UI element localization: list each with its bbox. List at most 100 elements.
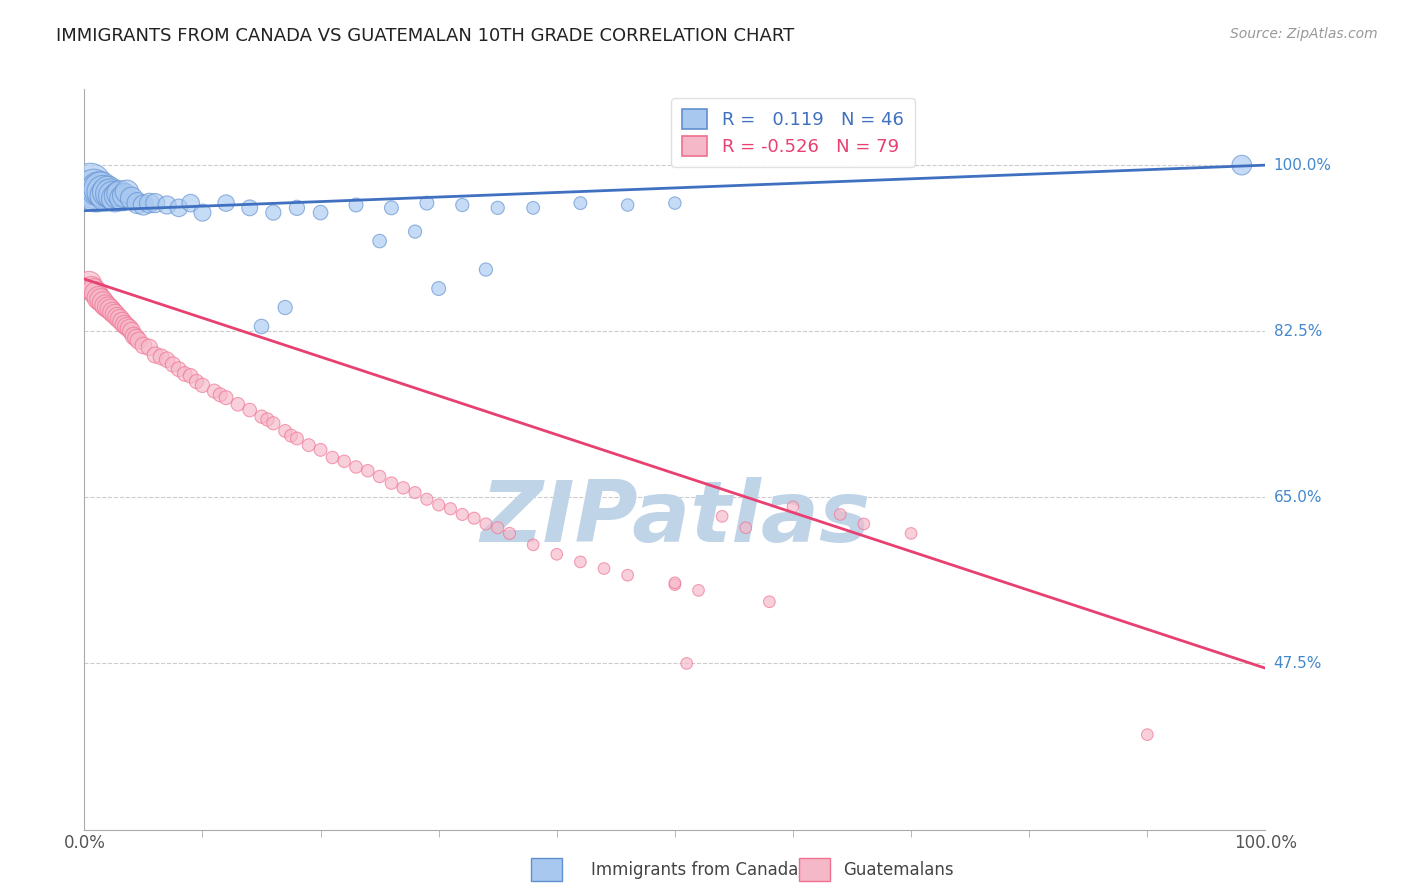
Point [215,196,238,211]
Point [111,315,134,329]
Point [202,384,225,398]
Point [180,368,202,383]
Text: ZIPatlas: ZIPatlas [479,477,870,560]
Point [186,375,208,389]
Point [274,424,297,438]
Point [98,186,121,201]
Point [107,310,129,324]
Point [782,500,804,514]
Text: IMMIGRANTS FROM CANADA VS GUATEMALAN 10TH GRADE CORRELATION CHART: IMMIGRANTS FROM CANADA VS GUATEMALAN 10T… [56,27,794,45]
Point [734,521,756,535]
Point [83,284,105,298]
Point [569,555,592,569]
Text: 82.5%: 82.5% [1274,324,1322,339]
Point [156,352,179,367]
Point [498,526,520,541]
Point [357,464,380,478]
Legend: R =   0.119   N = 46, R = -0.526   N = 79: R = 0.119 N = 46, R = -0.526 N = 79 [671,98,915,167]
Point [150,350,173,364]
Point [1230,158,1253,172]
Point [79,177,101,191]
Point [239,403,262,417]
Point [522,538,544,552]
Point [250,409,273,424]
Point [262,417,284,431]
Point [380,476,402,491]
Point [143,348,166,362]
Point [285,201,308,215]
Point [156,198,179,212]
Point [108,312,131,326]
Point [80,281,103,295]
Point [115,319,138,334]
Point [132,198,155,212]
Point [91,295,114,310]
Point [309,205,332,219]
Point [262,205,284,219]
Point [127,196,149,211]
Point [664,575,686,590]
Point [173,367,195,381]
Point [90,293,112,307]
Point [830,508,852,522]
Point [138,340,160,354]
Point [114,318,136,332]
Point [1136,728,1159,742]
Point [451,198,474,212]
Point [77,277,100,291]
Text: Guatemalans: Guatemalans [844,861,955,879]
Point [87,182,110,196]
Point [84,186,107,201]
Point [101,188,124,202]
Point [344,460,367,475]
Point [280,428,302,442]
Point [138,196,160,211]
Point [380,201,402,215]
Point [209,388,232,402]
Point [274,301,297,315]
Point [121,191,143,205]
Point [111,191,134,205]
Point [475,262,498,277]
Point [333,454,356,468]
Point [664,196,686,211]
Point [167,201,190,215]
Point [569,196,592,211]
Point [368,234,391,248]
Point [143,196,166,211]
Point [404,225,426,239]
Point [546,547,568,561]
Text: 47.5%: 47.5% [1274,656,1322,671]
Point [616,568,638,582]
Point [439,501,461,516]
Point [98,302,121,317]
Point [215,391,238,405]
Text: Immigrants from Canada: Immigrants from Canada [591,861,797,879]
Text: 100.0%: 100.0% [1274,158,1331,173]
Point [132,338,155,352]
Point [522,201,544,215]
Point [122,329,145,343]
Point [191,205,214,219]
Point [298,438,321,452]
Point [321,450,343,465]
Point [226,397,249,411]
Point [475,516,498,531]
Point [285,432,308,446]
Point [427,498,450,512]
Point [97,185,120,199]
Text: Source: ZipAtlas.com: Source: ZipAtlas.com [1230,27,1378,41]
Point [94,299,117,313]
Point [114,188,136,202]
Point [416,196,439,211]
Point [83,182,105,196]
Point [121,324,143,338]
Point [404,485,426,500]
Point [167,362,190,376]
Point [101,305,124,319]
Point [616,198,638,212]
Point [90,182,112,196]
Point [191,378,214,392]
Point [256,412,278,426]
Point [392,481,415,495]
